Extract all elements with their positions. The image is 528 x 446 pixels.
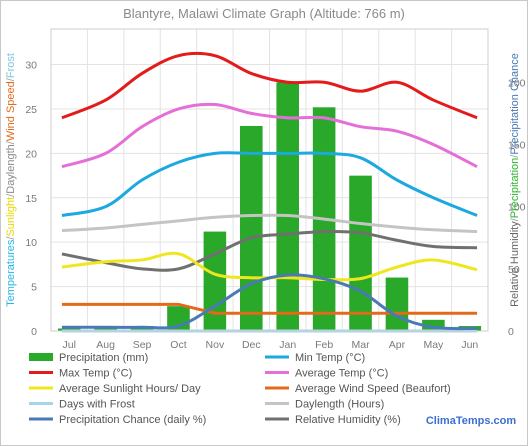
series-line-average-temp-c [61, 102, 478, 169]
left-axis-title-part: / [5, 236, 17, 240]
right-axis-title-part: / [509, 217, 521, 221]
right-axis-title-part: Relative Humidity [509, 221, 521, 307]
series-line-relative-humidity [61, 229, 478, 272]
legend-item-days-with-frost: Days with Frost [29, 399, 135, 411]
legend-label: Precipitation (mm) [59, 352, 148, 364]
right-tick-label: 0 [508, 326, 514, 338]
precipitation-bar [276, 82, 299, 331]
precipitation-bar [422, 319, 445, 331]
left-tick-label: 15 [25, 193, 37, 205]
left-axis-title-part: Daylength [5, 144, 17, 194]
legend-item-max-temp-c: Max Temp (°C) [29, 368, 132, 380]
grid [50, 29, 489, 332]
month-label: Apr [389, 339, 406, 351]
legend-label: Precipitation Chance (daily %) [59, 414, 206, 426]
legend-swatch [29, 353, 53, 361]
month-label: Nov [206, 339, 225, 351]
series-line-average-wind-speed-beaufort [61, 302, 478, 315]
chart-title: Blantyre, Malawi Climate Graph (Altitude… [123, 6, 405, 21]
left-axis-title-part: Frost [5, 53, 17, 78]
legend-label: Average Wind Speed (Beaufort) [295, 383, 451, 395]
series-line-daylength-hours [61, 213, 478, 234]
legend-label: Average Sunlight Hours/ Day [59, 383, 201, 395]
month-label: Jun [461, 339, 478, 351]
precipitation-bar [385, 277, 409, 331]
series-line-min-temp-c [61, 151, 478, 218]
series-line-max-temp-c [61, 51, 478, 120]
left-axis-title: Temperatures/Sunlight/Daylength/Wind Spe… [5, 53, 17, 307]
right-tick-label: 150 [508, 140, 526, 152]
legend-item-average-temp-c: Average Temp (°C) [265, 368, 388, 380]
legend-item-precipitation-mm: Precipitation (mm) [29, 352, 148, 364]
legend: Precipitation (mm) Min Temp (°C) Max Temp … [29, 352, 451, 426]
precipitation-bar [240, 125, 263, 332]
legend-label: Min Temp (°C) [295, 352, 365, 364]
legend-item-average-sunlight-hours-day: Average Sunlight Hours/ Day [29, 383, 201, 395]
legend-item-precipitation-chance-daily: Precipitation Chance (daily %) [29, 414, 206, 426]
month-label: Feb [315, 339, 333, 351]
left-axis-title-part: / [5, 193, 17, 197]
brand-watermark: ClimaTemps.com [426, 415, 516, 427]
legend-label: Average Temp (°C) [295, 368, 388, 380]
month-label: Mar [351, 339, 370, 351]
left-axis-title-part: Sunlight [5, 197, 17, 237]
right-axis-title-part: Precipitation Chance [509, 53, 521, 155]
left-tick-label: 20 [25, 148, 37, 160]
legend-item-average-wind-speed-beaufort: Average Wind Speed (Beaufort) [265, 383, 451, 395]
right-tick-label: 100 [508, 202, 526, 214]
left-axis-title-part: Wind Speed [5, 81, 17, 141]
month-label: May [423, 339, 444, 351]
left-tick-label: 10 [25, 237, 37, 249]
axes: 0 5 10 15 20 25 30 0 50 100 150 200 Jul Aug Sep Oct Nov D… [5, 28, 526, 351]
legend-item-min-temp-c: Min Temp (°C) [265, 352, 365, 364]
precipitation-bar [203, 231, 227, 331]
month-label: Sep [133, 339, 152, 351]
legend-label: Relative Humidity (%) [295, 414, 401, 426]
right-tick-label: 200 [508, 77, 526, 89]
month-label: Aug [96, 339, 115, 351]
precipitation-bars [57, 82, 482, 332]
right-axis-title-part: / [509, 154, 521, 158]
series-line-precipitation-chance-daily [61, 273, 478, 331]
right-axis-title: Relative Humidity/Precipitation/Precipit… [509, 53, 521, 307]
month-label: Jan [279, 339, 296, 351]
precipitation-bar [349, 175, 372, 331]
month-label: Dec [242, 339, 261, 351]
left-tick-label: 5 [31, 282, 37, 294]
left-tick-label: 0 [31, 326, 37, 338]
left-tick-label: 30 [25, 60, 37, 72]
left-axis-title-part: / [5, 140, 17, 144]
legend-label: Daylength (Hours) [295, 399, 384, 411]
month-label: Jul [62, 339, 75, 351]
right-tick-label: 50 [508, 264, 520, 276]
legend-item-relative-humidity: Relative Humidity (%) [265, 414, 401, 426]
left-axis-title-part: Temperatures [5, 239, 17, 307]
plot-border [50, 28, 489, 332]
month-label: Oct [170, 339, 186, 351]
legend-label: Days with Frost [59, 399, 135, 411]
left-axis-title-part: / [5, 77, 17, 81]
left-tick-label: 25 [25, 104, 37, 116]
right-axis-title-part: Precipitation [509, 158, 521, 219]
legend-item-daylength-hours: Daylength (Hours) [265, 399, 384, 411]
legend-label: Max Temp (°C) [59, 368, 132, 380]
